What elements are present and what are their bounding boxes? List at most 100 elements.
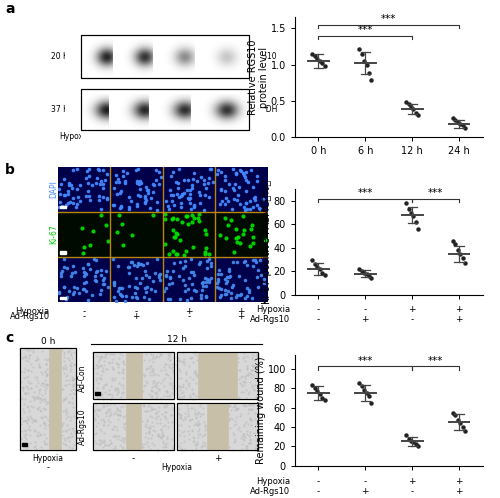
Point <box>152 405 160 413</box>
Point <box>22 435 30 443</box>
Point <box>102 350 110 358</box>
Point <box>69 194 77 202</box>
Point <box>110 184 118 192</box>
Point <box>192 356 200 364</box>
Point <box>188 181 196 189</box>
Point <box>241 433 249 441</box>
Point <box>44 421 52 429</box>
Point <box>139 401 147 409</box>
Point <box>179 264 187 272</box>
Point <box>66 356 74 364</box>
Point <box>36 421 44 429</box>
Point <box>189 359 197 367</box>
Point <box>173 357 181 365</box>
Point <box>152 287 160 295</box>
Point <box>252 392 260 400</box>
Point <box>205 278 213 286</box>
Point <box>175 272 183 280</box>
Point <box>160 422 168 430</box>
Point <box>200 439 208 447</box>
Point <box>185 379 193 387</box>
Point <box>26 396 34 404</box>
Point <box>202 442 209 450</box>
Point <box>55 289 63 297</box>
Point <box>175 426 183 434</box>
Point <box>26 431 34 439</box>
Point <box>125 205 133 213</box>
Point <box>80 272 88 280</box>
Point <box>24 425 32 433</box>
Point <box>175 404 183 412</box>
Bar <box>94 403 126 450</box>
Point <box>178 191 186 199</box>
Point <box>82 278 90 286</box>
Point <box>248 401 256 409</box>
Point <box>19 441 27 449</box>
Point <box>182 369 190 376</box>
Point <box>166 186 174 194</box>
Point <box>154 446 162 454</box>
Point <box>194 408 202 416</box>
Point <box>120 360 128 368</box>
Point <box>97 211 105 219</box>
Point <box>141 422 149 430</box>
Point <box>240 257 248 265</box>
Point <box>104 194 112 202</box>
Point <box>157 379 165 387</box>
Point <box>242 261 250 269</box>
Point <box>59 407 67 415</box>
Point <box>68 429 76 437</box>
Bar <box>94 352 174 399</box>
Point <box>158 393 166 401</box>
Point <box>168 360 176 368</box>
Point <box>70 385 78 393</box>
Point <box>242 292 250 300</box>
Point <box>143 417 151 425</box>
Point <box>39 394 47 402</box>
Point <box>169 369 177 376</box>
Point <box>190 421 198 429</box>
Point <box>144 434 152 442</box>
Point <box>158 428 166 436</box>
Point <box>36 385 44 393</box>
Point <box>99 415 107 423</box>
Point <box>238 387 246 395</box>
Point <box>202 421 209 429</box>
Point <box>183 296 191 304</box>
Text: Hypoxia: Hypoxia <box>16 307 50 316</box>
Point <box>204 179 212 187</box>
Bar <box>177 403 258 450</box>
Point <box>194 214 202 222</box>
Point <box>142 271 150 279</box>
Point <box>60 283 68 291</box>
Text: -: - <box>317 305 320 314</box>
Point <box>174 409 182 417</box>
Point <box>191 410 199 418</box>
Point <box>174 394 182 402</box>
Point <box>110 278 118 286</box>
Point <box>194 421 202 429</box>
Point <box>242 206 250 214</box>
Point <box>221 275 229 283</box>
Point <box>139 443 147 451</box>
Text: 12 h: 12 h <box>176 132 194 141</box>
Point <box>175 393 183 401</box>
Bar <box>81 89 249 130</box>
Point <box>117 203 125 211</box>
Point <box>42 413 50 421</box>
Point <box>86 241 94 249</box>
Point <box>189 243 197 251</box>
Point <box>94 164 102 172</box>
Point <box>112 171 120 179</box>
Point <box>196 412 204 420</box>
Point <box>162 360 170 368</box>
Point <box>232 404 240 412</box>
Point <box>104 350 112 358</box>
Bar <box>238 352 258 399</box>
Point <box>108 255 116 263</box>
Point <box>120 420 128 428</box>
Point <box>99 438 107 446</box>
Point <box>156 276 164 284</box>
Point <box>174 354 182 362</box>
Point <box>99 395 107 403</box>
